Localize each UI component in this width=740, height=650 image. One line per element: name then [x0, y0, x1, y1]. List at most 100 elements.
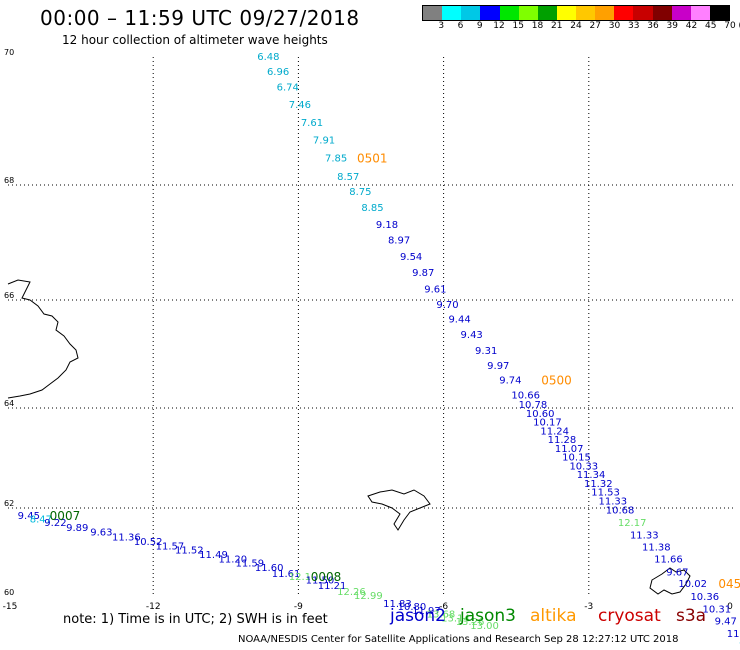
legend-cryosat: cryosat [598, 606, 661, 626]
pass-time-label: 0501 [357, 151, 388, 165]
wave-height-value: 9.87 [412, 268, 434, 279]
colorbar-swatch [709, 6, 729, 20]
wave-height-value: 11.21 [318, 581, 347, 592]
wave-height-value: 8.75 [349, 187, 371, 198]
wave-height-value: 10.31 [703, 605, 732, 616]
track-jason3-0008: 12.111.5011.2112.2612.9911.8310.8011.971… [289, 572, 499, 632]
colorbar-label: 33 [628, 21, 640, 31]
wave-height-value: 9.63 [90, 528, 112, 539]
wave-height-value: 10.80 [398, 602, 427, 613]
wave-height-value: 11.28 [548, 435, 577, 446]
colorbar-label: 42 [685, 21, 698, 31]
wave-height-value: 7.85 [325, 153, 347, 164]
altimeter-tracks: 6.48 6.96 6.74 7.46 7.61 7.91 7.85 8.57 8.75 8.85… [18, 52, 740, 650]
wave-height-value: 11.38 [642, 542, 671, 553]
wave-height-value: 11.24 [540, 427, 569, 438]
wave-height-value: 9.31 [475, 346, 497, 357]
iceland-coast [7, 279, 79, 399]
colorbar-swatch [614, 6, 634, 20]
lat-tick-label: 62 [4, 499, 14, 508]
wave-height-value: 8.85 [361, 203, 383, 214]
colorbar-swatch [633, 6, 653, 20]
wave-height-value: 11.07 [555, 444, 584, 455]
lon-tick-label: -6 [439, 602, 448, 612]
wave-height-value: 11.57 [156, 541, 185, 552]
wave-height-value: 9.47 [715, 617, 737, 628]
wave-height-value: 10.33 [569, 462, 598, 473]
colorbar-swatch [671, 6, 691, 20]
map-subtitle: 12 hour collection of altimeter wave hei… [62, 33, 328, 47]
wave-height-value: 11.33 [630, 530, 659, 541]
wave-height-value: 8.97 [388, 236, 410, 247]
wave-height-value: 9.18 [376, 220, 398, 231]
wave-height-value: 6.96 [267, 67, 289, 78]
wave-height-value: 6.74 [277, 82, 299, 93]
wave-height-value: 10.15 [562, 453, 591, 464]
wave-height-value: 8.47 [30, 515, 52, 526]
colorbar-label: 39 [666, 21, 678, 31]
colorbar-swatch [690, 6, 710, 20]
colorbar-label: 30 [608, 21, 621, 31]
lat-tick-label: 68 [4, 176, 14, 185]
lat-tick-label: 60 [4, 588, 14, 597]
wave-height-value: 9.61 [424, 285, 446, 296]
colorbar-swatch [461, 6, 481, 20]
wave-height-value: 8.57 [337, 172, 359, 183]
colorbar-label: 45 [705, 21, 717, 31]
colorbar-swatch [518, 6, 538, 20]
lat-tick-label: 64 [4, 399, 14, 408]
pass-time-label: 0007 [50, 509, 81, 523]
faroe-islands [367, 489, 431, 531]
colorbar-swatch [423, 6, 443, 20]
lat-tick-label: 70 [4, 48, 14, 57]
track-jason3-0007: 9.458.479.22 9.89 9.63 11.3610.5211.5711.52… [18, 511, 301, 580]
wave-height-value: 11.34 [577, 470, 606, 481]
wave-height-value: 10.17 [533, 418, 562, 429]
wave-height-value: 11.66 [654, 555, 683, 566]
wave-height-value: 10.52 [134, 537, 163, 548]
wave-height-value: 11.60 [255, 563, 284, 574]
colorbar-swatch [499, 6, 519, 20]
wave-height-value: 7.61 [301, 118, 323, 129]
wave-height-value: 13.00 [470, 621, 499, 632]
wave-height-value: 7.19 [739, 642, 740, 650]
lon-tick-label: 0 [727, 602, 733, 612]
colorbar-label: 21 [551, 21, 563, 31]
wave-height-value: 11.61 [272, 569, 301, 580]
legend-jason3: jason3 [460, 606, 516, 626]
pass-time-label: 0459 [718, 577, 740, 591]
lon-tick-label: -12 [146, 602, 161, 612]
wave-height-value: 11.49 [199, 550, 228, 561]
wave-height-value: 9.67 [666, 568, 688, 579]
wave-height-value: 12.17 [618, 518, 647, 529]
map-title: 00:00 – 11:59 UTC 09/27/2018 [40, 6, 360, 30]
lon-tick-label: -9 [294, 602, 303, 612]
shetland-islands [649, 567, 691, 595]
lon-tick-label: -3 [584, 602, 593, 612]
legend-jason2: jason2 [390, 606, 446, 626]
wave-height-value: 9.54 [400, 252, 422, 263]
wave-height-value: 10.66 [511, 390, 540, 401]
wave-height-value: 11.83 [383, 599, 412, 610]
track-altika-0500: 9.879.619.709.449.439.319.979.7410.6610.… [412, 268, 646, 529]
wave-height-value: 12.1 [289, 572, 311, 583]
legend-s3a: s3a [676, 606, 707, 626]
wave-height-value: 11.53 [591, 488, 620, 499]
colorbar-label: (ft) [738, 21, 740, 31]
wave-height-value: 12.26 [337, 587, 366, 598]
wave-height-value: 13.68 [427, 609, 456, 620]
wave-height-value: 7.46 [289, 100, 311, 111]
colorbar-label: 27 [589, 21, 601, 31]
wave-height-value: 10.60 [526, 409, 555, 420]
wave-height-value: 11.36 [112, 532, 141, 543]
colorbar-swatch [576, 6, 596, 20]
wave-height-value: 6.48 [257, 52, 279, 63]
wave-height-value: 11.52 [175, 545, 204, 556]
pass-time-label: 0500 [541, 374, 572, 388]
colorbar-label: 9 [476, 21, 483, 31]
color-scale-bar [422, 5, 730, 21]
track-altika-0501: 6.48 6.96 6.74 7.46 7.61 7.91 7.85 8.57 8.75 8.85… [257, 52, 422, 263]
wave-height-value: 7.91 [313, 135, 335, 146]
land-masses [7, 279, 691, 595]
